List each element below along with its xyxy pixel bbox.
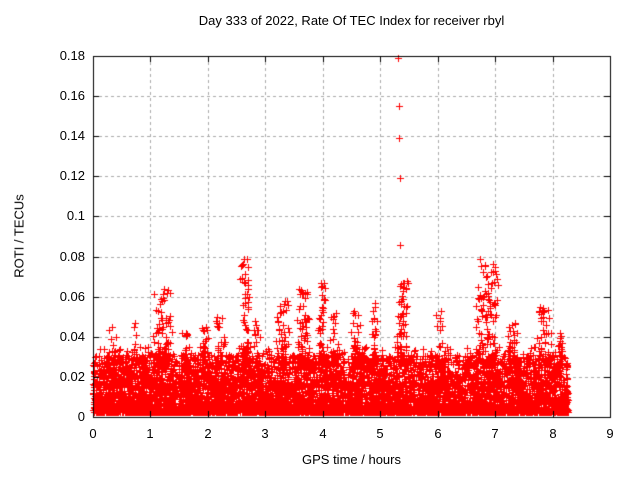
x-tick-label: 5 xyxy=(376,426,384,441)
x-axis-label: GPS time / hours xyxy=(302,452,401,467)
x-tick-label: 1 xyxy=(146,426,154,441)
x-tick-label: 9 xyxy=(606,426,614,441)
x-tick-label: 7 xyxy=(491,426,499,441)
y-tick-label: 0.18 xyxy=(59,48,85,63)
x-tick-label: 6 xyxy=(434,426,442,441)
chart-title: Day 333 of 2022, Rate Of TEC Index for r… xyxy=(198,13,505,28)
x-tick-label: 0 xyxy=(89,426,97,441)
y-tick-label: 0.04 xyxy=(59,329,85,344)
y-axis-label: ROTI / TECUs xyxy=(11,194,27,278)
y-tick-label: 0.14 xyxy=(59,128,85,143)
x-tick-label: 8 xyxy=(549,426,557,441)
y-tick-label: 0.06 xyxy=(59,289,85,304)
y-tick-label: 0.16 xyxy=(59,88,85,103)
y-tick-label: 0 xyxy=(77,409,85,424)
y-tick-label: 0.08 xyxy=(59,249,85,264)
y-tick-label: 0.12 xyxy=(59,168,85,183)
y-tick-label: 0.1 xyxy=(66,208,85,223)
x-tick-label: 3 xyxy=(261,426,269,441)
x-tick-label: 4 xyxy=(319,426,327,441)
x-tick-label: 2 xyxy=(204,426,212,441)
y-tick-label: 0.02 xyxy=(59,369,85,384)
